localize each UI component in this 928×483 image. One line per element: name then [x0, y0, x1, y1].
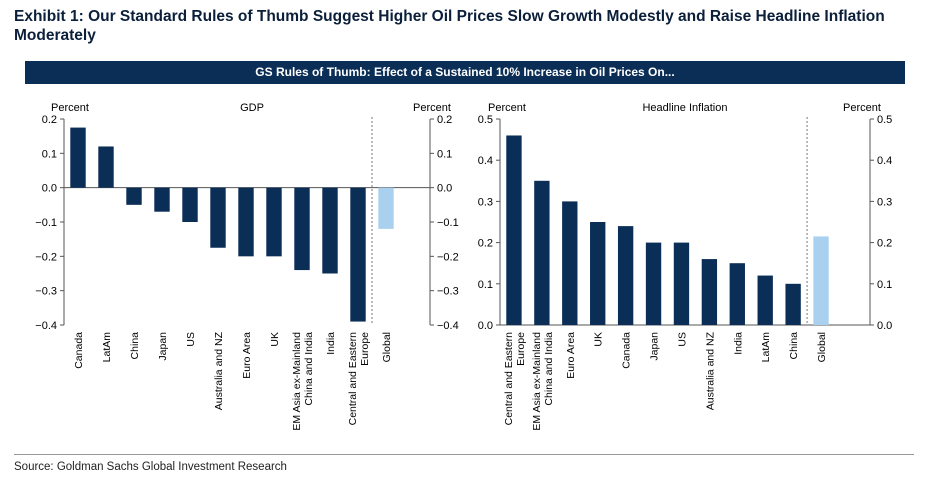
y-tick-label-right-inflation: 0.3: [877, 196, 892, 208]
bar-inflation-central-and-eastern-europe: [506, 135, 522, 325]
x-tick-label-inflation-india: India: [732, 332, 744, 355]
y-tick-label-left-gdp: 0.1: [42, 148, 57, 160]
y-tick-label-right-inflation: 0.0: [877, 320, 892, 332]
bar-inflation-latam: [757, 275, 773, 325]
chart-title-gdp: GDP: [240, 102, 264, 114]
bar-gdp-us: [182, 187, 198, 222]
bar-inflation-em-asia-ex-mainland-china-and-india: [534, 180, 550, 325]
bar-inflation-global: [813, 236, 829, 325]
y-tick-label-left-gdp: 0.0: [42, 183, 57, 195]
bar-gdp-canada: [70, 127, 86, 188]
y-tick-label-left-gdp: −0.2: [35, 251, 57, 263]
x-tick-label-inflation-us: US: [676, 332, 688, 347]
y-tick-label-left-inflation: 0.4: [478, 155, 493, 167]
x-tick-label-gdp-australia-and-nz: Australia and NZ: [213, 331, 225, 410]
x-tick-label-inflation-australia-and-nz: Australia and NZ: [704, 331, 716, 410]
bar-gdp-latam: [98, 146, 114, 188]
x-tick-label-gdp-india: India: [325, 332, 337, 355]
x-tick-label-inflation-canada: Canada: [621, 332, 633, 369]
y-axis-label-right-gdp: Percent: [413, 102, 451, 114]
x-tick-label-inflation-euro-area: Euro Area: [565, 332, 577, 379]
x-tick-label-inflation-china: China: [788, 332, 800, 360]
y-tick-label-left-gdp: −0.3: [35, 286, 57, 298]
bar-gdp-india: [322, 187, 338, 274]
x-tick-label-gdp-uk: UK: [269, 332, 281, 347]
y-axis-label-left-inflation: Percent: [488, 102, 526, 114]
y-tick-label-right-gdp: 0.0: [437, 183, 452, 195]
y-axis-label-right-inflation: Percent: [843, 102, 881, 114]
y-tick-label-right-inflation: 0.2: [877, 238, 892, 250]
x-tick-label-gdp-central-and-eastern-europe: Central and EasternEurope: [347, 332, 371, 426]
x-tick-label-gdp-canada: Canada: [73, 332, 85, 369]
y-tick-label-right-gdp: −0.3: [437, 286, 459, 298]
x-tick-label-gdp-japan: Japan: [157, 332, 169, 361]
x-tick-label-inflation-latam: LatAm: [760, 332, 772, 363]
y-tick-label-left-gdp: −0.4: [35, 320, 57, 332]
bar-gdp-euro-area: [238, 187, 254, 257]
bar-inflation-euro-area: [562, 201, 578, 325]
bar-gdp-australia-and-nz: [210, 187, 226, 248]
y-tick-label-right-gdp: 0.1: [437, 148, 452, 160]
bar-gdp-japan: [154, 187, 170, 212]
x-tick-label-inflation-central-and-eastern-europe: Central and EasternEurope: [503, 332, 527, 426]
bar-gdp-uk: [266, 187, 282, 257]
x-tick-label-gdp-latam: LatAm: [101, 332, 113, 363]
y-tick-label-right-inflation: 0.1: [877, 279, 892, 291]
bar-inflation-us: [673, 242, 690, 325]
bar-gdp-central-and-eastern-europe: [350, 187, 366, 322]
y-tick-label-right-inflation: 0.5: [877, 114, 892, 126]
x-tick-label-inflation-em-asia-ex-mainland-china-and-india: EM Asia ex-MainlandChina and India: [531, 332, 555, 431]
bar-inflation-india: [729, 263, 745, 325]
x-tick-label-inflation-global: Global: [816, 332, 828, 362]
y-tick-label-left-gdp: 0.2: [42, 114, 57, 126]
x-tick-label-inflation-uk: UK: [593, 332, 605, 347]
x-tick-label-gdp-global: Global: [381, 332, 393, 362]
bar-inflation-japan: [645, 242, 662, 325]
exhibit-title: Exhibit 1: Our Standard Rules of Thumb S…: [14, 8, 885, 44]
bar-gdp-em-asia-ex-mainland-china-and-india: [294, 187, 310, 271]
bar-inflation-australia-and-nz: [701, 259, 718, 325]
bar-gdp-china: [126, 187, 142, 205]
bar-inflation-uk: [590, 222, 606, 325]
y-tick-label-left-inflation: 0.2: [478, 238, 493, 250]
y-tick-label-right-gdp: −0.2: [437, 251, 459, 263]
x-tick-label-gdp-us: US: [185, 332, 197, 347]
y-tick-label-left-gdp: −0.1: [35, 217, 57, 229]
x-tick-label-gdp-china: China: [129, 332, 141, 360]
y-tick-label-left-inflation: 0.3: [478, 196, 493, 208]
x-tick-label-gdp-euro-area: Euro Area: [241, 332, 253, 379]
y-axis-label-left-gdp: Percent: [51, 102, 89, 114]
y-tick-label-left-inflation: 0.1: [478, 279, 493, 291]
chart-banner: GS Rules of Thumb: Effect of a Sustained…: [25, 61, 905, 84]
y-tick-label-left-inflation: 0.0: [478, 320, 493, 332]
bar-inflation-china: [785, 283, 801, 325]
bar-gdp-global: [378, 187, 394, 229]
y-tick-label-right-inflation: 0.4: [877, 155, 892, 167]
x-tick-label-gdp-em-asia-ex-mainland-china-and-india: EM Asia ex-MainlandChina and India: [291, 332, 315, 431]
y-tick-label-right-gdp: −0.4: [437, 320, 459, 332]
y-tick-label-left-inflation: 0.5: [478, 114, 493, 126]
bar-inflation-canada: [617, 226, 634, 325]
chart-title-inflation: Headline Inflation: [642, 102, 727, 114]
x-tick-label-inflation-japan: Japan: [649, 332, 661, 361]
y-tick-label-right-gdp: 0.2: [437, 114, 452, 126]
source-note: Source: Goldman Sachs Global Investment …: [14, 461, 287, 473]
footer-divider: [14, 454, 914, 455]
y-tick-label-right-gdp: −0.1: [437, 217, 459, 229]
